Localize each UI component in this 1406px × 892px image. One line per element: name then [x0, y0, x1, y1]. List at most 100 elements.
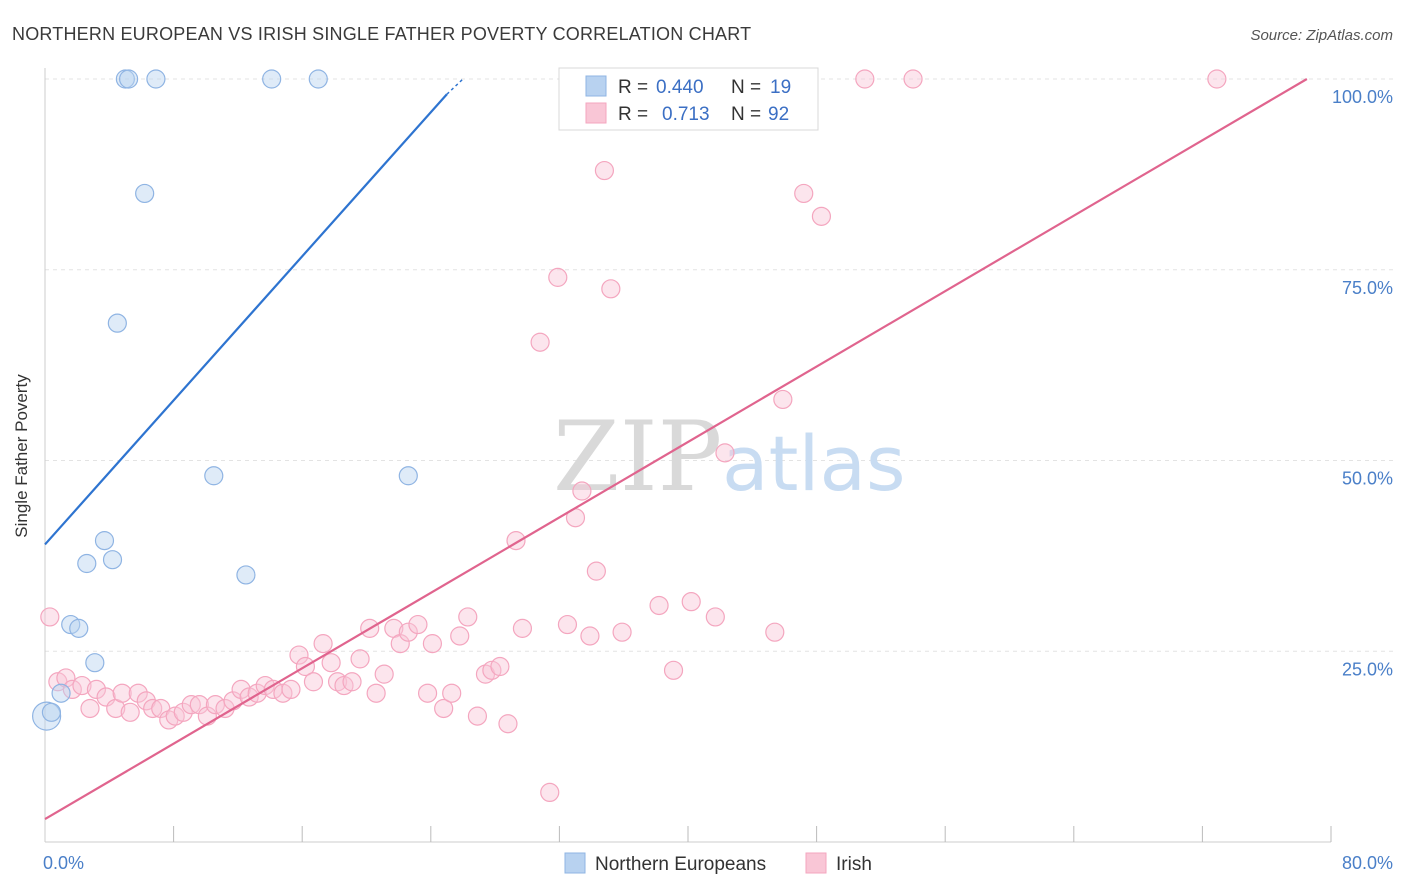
northern-point-8	[102, 550, 123, 570]
legend-r-label-2: R =	[618, 104, 648, 125]
irish-point-70	[612, 622, 632, 642]
irish-point-2	[56, 668, 76, 688]
chart-source: Source: ZipAtlas.com	[1250, 27, 1393, 44]
irish-point-44	[390, 634, 410, 654]
y-tick-label-2: 75.0%	[1342, 278, 1393, 298]
watermark-atlas: atlas	[722, 419, 906, 508]
irish-point-77	[705, 607, 725, 627]
irish-point-69	[601, 279, 621, 299]
series-irish-points	[40, 69, 1227, 803]
y-tick-label-0: 25.0%	[1342, 659, 1393, 679]
irish-point-45	[398, 622, 418, 642]
irish-point-60	[530, 332, 550, 352]
irish-point-78	[715, 443, 735, 463]
trendline-northern	[44, 93, 448, 546]
legend-swatch-irish	[585, 102, 607, 124]
northern-point-9	[107, 313, 127, 333]
northern-point-5	[77, 553, 97, 574]
gridlines	[45, 78, 1393, 652]
irish-point-38	[342, 672, 362, 692]
northern-point-13	[146, 69, 166, 89]
trendline-northern-extension	[446, 78, 464, 95]
legend-n-value-2: 92	[768, 104, 789, 125]
northern-point-1	[41, 702, 62, 722]
series-legend-label-irish: Irish	[836, 854, 872, 875]
y-tick-label-1: 50.0%	[1342, 469, 1393, 489]
irish-point-13	[143, 698, 163, 719]
irish-point-81	[773, 389, 793, 410]
series-legend: Northern Europeans Irish	[564, 852, 872, 875]
irish-point-41	[366, 683, 386, 703]
northern-point-18	[398, 466, 418, 486]
irish-point-30	[281, 679, 301, 700]
irish-point-61	[540, 782, 560, 803]
irish-point-83	[811, 206, 832, 226]
northern-point-16	[262, 69, 282, 89]
irish-point-67	[586, 561, 606, 581]
irish-point-68	[594, 160, 615, 181]
irish-point-34	[313, 634, 333, 654]
irish-point-4	[72, 675, 92, 696]
irish-point-62	[548, 267, 568, 287]
series-legend-swatch-irish	[805, 852, 827, 874]
x-tick-labels: 0.0% 80.0%	[43, 853, 1393, 873]
legend-n-value-1: 19	[770, 77, 791, 98]
y-tick-label-3: 100.0%	[1332, 87, 1393, 107]
irish-point-33	[303, 672, 324, 692]
irish-point-86	[1207, 69, 1227, 89]
irish-point-10	[120, 702, 140, 722]
series-legend-swatch-northern	[564, 852, 586, 874]
legend-r-label-1: R =	[618, 77, 648, 98]
legend-n-label-2: N =	[731, 104, 761, 125]
irish-point-65	[572, 481, 592, 501]
northern-point-6	[85, 653, 105, 673]
trendlines	[44, 78, 1308, 821]
irish-point-48	[422, 634, 443, 654]
irish-point-35	[321, 653, 341, 673]
x-tick-label-0: 0.0%	[43, 853, 84, 873]
irish-point-9	[112, 683, 132, 703]
trendline-irish	[44, 78, 1308, 821]
irish-point-19	[189, 695, 209, 715]
irish-point-50	[442, 683, 462, 703]
irish-point-24	[231, 679, 251, 700]
northern-point-15	[236, 565, 256, 585]
correlation-legend: R = 0.440 N = 19 R = 0.713 N = 92	[558, 67, 819, 131]
irish-point-3	[62, 679, 82, 700]
y-axis-label: Single Father Poverty	[12, 374, 31, 538]
irish-point-31	[289, 645, 309, 665]
irish-point-11	[128, 683, 148, 703]
legend-r-value-2: 0.713	[662, 104, 710, 125]
irish-point-84	[855, 69, 875, 89]
northern-point-7	[94, 531, 115, 551]
y-tick-labels: 25.0% 50.0% 75.0% 100.0%	[1332, 87, 1393, 679]
irish-point-66	[580, 626, 600, 646]
irish-point-74	[663, 660, 684, 680]
watermark-zip: ZIP	[553, 401, 722, 513]
irish-point-0	[40, 607, 60, 627]
irish-point-18	[181, 695, 201, 715]
irish-point-80	[765, 622, 785, 642]
northern-point-14	[204, 466, 224, 486]
irish-point-59	[512, 618, 533, 638]
irish-point-63	[557, 614, 578, 635]
series-northern-europeans-points	[32, 69, 418, 731]
irish-point-85	[903, 69, 923, 89]
irish-point-51	[450, 626, 470, 646]
irish-point-52	[458, 607, 478, 627]
irish-point-6	[86, 679, 107, 700]
irish-point-73	[649, 595, 669, 616]
watermark: ZIP atlas	[553, 401, 906, 513]
x-axis-ticks	[173, 826, 1332, 842]
northern-point-17	[308, 69, 328, 89]
northern-point-2	[51, 683, 71, 703]
irish-point-17	[173, 702, 193, 722]
legend-swatch-northern	[585, 75, 607, 97]
irish-point-5	[80, 698, 100, 719]
irish-point-53	[467, 706, 488, 726]
northern-point-0	[32, 701, 62, 731]
irish-point-42	[374, 664, 394, 684]
northern-point-12	[135, 183, 155, 204]
legend-n-label-1: N =	[731, 77, 761, 98]
irish-point-76	[681, 592, 701, 612]
